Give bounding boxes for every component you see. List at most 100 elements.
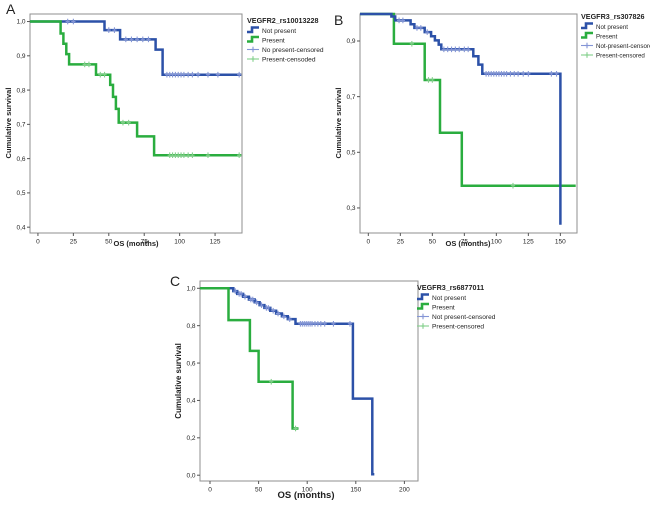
censor-mark bbox=[112, 27, 117, 33]
censor-mark bbox=[126, 119, 131, 126]
x-tick-label: 200 bbox=[399, 487, 410, 494]
legend-line-swatch bbox=[247, 35, 259, 43]
y-tick-label: 0,2 bbox=[186, 435, 195, 442]
censor-mark bbox=[266, 305, 271, 311]
censor-mark bbox=[120, 119, 126, 126]
y-tick-label: 0,9 bbox=[346, 38, 355, 45]
y-tick-label: 0,8 bbox=[186, 323, 195, 330]
x-tick-label: 0 bbox=[208, 487, 212, 494]
legend-item-label: Not present-censored bbox=[432, 314, 496, 321]
legend-title: VEGFR2_rs10013228 bbox=[247, 16, 319, 25]
panel-C: C 0 50 100 150 200 1,0 0,8 0,6 0,4 0,2 0,0 OS (month… bbox=[170, 273, 496, 501]
y-tick-label: 0,6 bbox=[186, 360, 195, 367]
censor-mark bbox=[129, 36, 134, 43]
censor-mark bbox=[106, 27, 111, 33]
censor-mark bbox=[409, 40, 414, 47]
censor-mark bbox=[239, 291, 244, 297]
censor-mark bbox=[457, 46, 462, 53]
survival-curve-present bbox=[200, 287, 299, 430]
panel-B: B 0 25 50 75 100 125 150 0,9 0,7 0,5 0,3 OS (months)… bbox=[334, 12, 650, 248]
censor-mark bbox=[215, 71, 221, 78]
y-tick-label: 0,4 bbox=[16, 224, 25, 231]
legend: VEGFR3_rs6877011 Not present Present Not pr… bbox=[417, 283, 496, 331]
legend-censor-plus bbox=[250, 56, 256, 62]
legend-line-swatch bbox=[581, 22, 593, 30]
censor-mark bbox=[205, 152, 211, 159]
censor-mark bbox=[414, 25, 420, 31]
censor-mark bbox=[275, 310, 281, 317]
censor-mark bbox=[259, 302, 264, 308]
legend-title: VEGFR3_rs307826 bbox=[581, 12, 645, 21]
censor-mark bbox=[186, 152, 191, 159]
censor-mark bbox=[526, 71, 531, 77]
legend-item-label: Present-censored bbox=[432, 324, 484, 331]
censor-mark bbox=[271, 307, 276, 314]
censor-mark bbox=[190, 71, 195, 78]
censor-mark bbox=[237, 152, 242, 159]
censor-mark bbox=[441, 46, 446, 53]
legend-line-swatch bbox=[247, 26, 259, 34]
censor-mark bbox=[242, 293, 248, 300]
censor-mark bbox=[135, 36, 140, 43]
y-tick-label: 0,7 bbox=[16, 122, 25, 129]
censor-mark bbox=[549, 71, 554, 77]
censor-mark bbox=[400, 17, 405, 24]
censor-marks-not-present bbox=[65, 18, 242, 78]
censor-mark bbox=[418, 25, 423, 31]
legend-censor-plus bbox=[584, 42, 590, 49]
censor-mark bbox=[293, 425, 298, 432]
censor-mark bbox=[195, 71, 201, 78]
censor-mark bbox=[281, 313, 286, 320]
censor-mark bbox=[186, 71, 191, 78]
censor-mark bbox=[71, 18, 76, 25]
censor-mark bbox=[510, 182, 516, 189]
censor-mark bbox=[396, 17, 402, 24]
legend-item-label: Present bbox=[596, 34, 618, 41]
censor-mark bbox=[250, 296, 255, 303]
x-tick-label: 150 bbox=[350, 487, 361, 494]
censor-mark bbox=[554, 71, 559, 77]
legend-item-label: Present-censored bbox=[596, 53, 645, 60]
censor-mark bbox=[233, 288, 238, 294]
x-tick-label: 0 bbox=[367, 239, 371, 246]
censor-mark bbox=[205, 71, 211, 78]
censor-mark bbox=[287, 316, 292, 322]
y-tick-label: 0,6 bbox=[16, 156, 25, 163]
censor-mark bbox=[322, 321, 327, 327]
censor-mark bbox=[98, 71, 103, 78]
plot-frame bbox=[29, 13, 243, 234]
x-axis-label: OS (months) bbox=[446, 239, 491, 248]
legend-censor-plus bbox=[584, 52, 590, 58]
censor-mark bbox=[123, 36, 128, 43]
x-tick-label: 50 bbox=[255, 487, 263, 494]
censor-mark bbox=[331, 321, 336, 327]
x-tick-label: 0 bbox=[36, 239, 40, 246]
y-tick-label: 0,4 bbox=[186, 398, 195, 405]
x-tick-label: 100 bbox=[174, 239, 185, 246]
censor-mark bbox=[453, 46, 458, 53]
x-tick-label: 125 bbox=[210, 239, 221, 246]
censor-mark bbox=[269, 378, 274, 385]
censor-marks-present bbox=[409, 40, 516, 189]
legend-censor-plus bbox=[420, 323, 426, 329]
survival-curve-not-present bbox=[360, 12, 562, 225]
censor-mark bbox=[181, 71, 186, 78]
y-tick-label: 0,5 bbox=[16, 190, 25, 197]
censor-mark bbox=[347, 321, 353, 327]
censor-marks-present bbox=[269, 378, 298, 432]
x-tick-label: 50 bbox=[429, 239, 437, 246]
y-tick-label: 0,9 bbox=[16, 53, 25, 60]
plot-frame bbox=[199, 280, 419, 482]
censor-mark bbox=[190, 152, 195, 159]
panel-A: A 0 25 50 75 100 125 1,0 0,9 0,8 0,7 0,6 0,5 0,4 OS (m… bbox=[4, 1, 324, 248]
censor-mark bbox=[425, 29, 430, 35]
legend-item-label: Not present bbox=[432, 295, 466, 302]
legend-line-swatch bbox=[417, 302, 429, 310]
y-tick-label: 0,8 bbox=[16, 87, 25, 94]
legend-item-label: Not-present-censored bbox=[596, 43, 650, 50]
censor-mark bbox=[318, 321, 323, 327]
legend-item-label: Not present bbox=[596, 24, 628, 31]
censor-mark bbox=[237, 71, 242, 78]
y-axis-label: Cumulative survival bbox=[4, 88, 13, 159]
